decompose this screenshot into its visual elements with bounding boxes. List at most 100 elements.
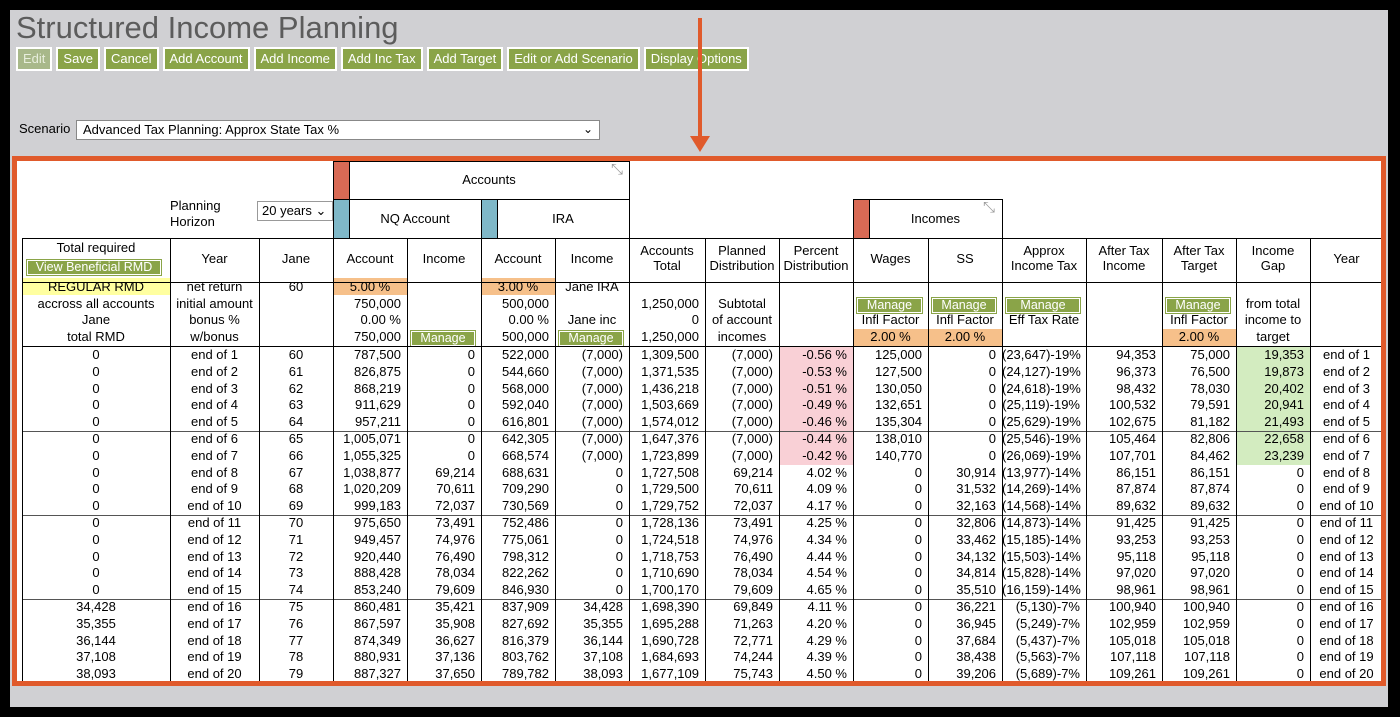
grid-line	[22, 238, 1381, 239]
table-cell: 87,874	[1116, 481, 1156, 497]
table-cell: end of 3	[1323, 380, 1370, 396]
table-cell: 0	[914, 666, 922, 682]
table-cell: (5,563)-7%	[1015, 649, 1080, 665]
table-cell: 860,481	[354, 599, 401, 614]
grid-line	[629, 161, 630, 238]
table-cell: 0	[1296, 615, 1304, 631]
param-cell: 1,250,000	[641, 329, 699, 344]
table-cell: 98,961	[1190, 582, 1230, 598]
edit-button[interactable]: Edit	[16, 47, 53, 71]
table-cell: 1,038,877	[343, 464, 401, 480]
add-target-button[interactable]: Add Target	[426, 47, 504, 71]
ss-inflation: 2.00 %	[944, 329, 986, 344]
grid-line	[1002, 238, 1003, 681]
table-cell: 82,806	[1190, 431, 1230, 446]
table-cell: end of 16	[187, 599, 242, 614]
table-cell: end of 13	[1319, 548, 1374, 564]
highlight-frame: Accounts ⤡ NQ Account IRA Incomes ⤡ Planning Ho…	[12, 156, 1386, 686]
table-cell: 70	[288, 515, 304, 530]
table-cell: 0	[988, 397, 996, 413]
param-cell: Infl Factor	[1170, 312, 1228, 327]
param-cell: Jane inc	[567, 312, 617, 327]
grid-line	[407, 238, 408, 681]
param-label: initial amount	[176, 296, 253, 311]
scenario-select[interactable]: Advanced Tax Planning: Approx State Tax …	[76, 120, 600, 140]
table-cell: 867,597	[354, 615, 401, 631]
table-cell: 75,743	[733, 666, 773, 682]
ira-income-manage-button[interactable]: Manage	[558, 330, 624, 347]
table-cell: (24,127)-19%	[1002, 363, 1081, 379]
grid-line	[629, 238, 630, 681]
table-cell: 20,941	[1264, 397, 1304, 413]
across-accounts-label: accross all accounts	[37, 296, 155, 311]
add-inc-tax-button[interactable]: Add Inc Tax	[340, 47, 423, 71]
column-header: Percent	[793, 243, 839, 258]
collapse-icon[interactable]: ⤡	[983, 199, 996, 216]
table-cell: 86,151	[1116, 464, 1156, 480]
table-cell: (7,000)	[581, 347, 623, 362]
table-cell: 1,055,325	[343, 447, 401, 463]
table-cell: end of 18	[1319, 632, 1374, 648]
table-cell: 105,464	[1109, 431, 1156, 446]
table-cell: 74,976	[435, 531, 475, 547]
table-cell: 100,940	[1183, 599, 1230, 614]
table-cell: 0	[914, 481, 922, 497]
table-cell: 22,658	[1264, 431, 1304, 446]
table-cell: 107,118	[1109, 649, 1156, 665]
table-cell: end of 15	[1319, 582, 1374, 598]
table-cell: 35,908	[435, 615, 475, 631]
param-cell: Infl Factor	[936, 312, 994, 327]
table-cell: 0	[1296, 515, 1304, 530]
table-cell: 79,591	[1190, 397, 1230, 413]
table-cell: (7,000)	[731, 347, 773, 362]
table-cell: 4.02 %	[806, 464, 847, 480]
table-cell: 0	[988, 414, 996, 430]
table-cell: 75,000	[1190, 347, 1230, 362]
table-cell: 4.25 %	[806, 515, 847, 530]
table-cell: 94,353	[1116, 347, 1156, 362]
wages-manage-button[interactable]: Manage	[856, 297, 923, 314]
table-cell: 0	[988, 431, 996, 446]
chevron-down-icon: ⌄	[582, 122, 593, 136]
table-cell: 4.34 %	[806, 531, 847, 547]
nq-income-manage-button[interactable]: Manage	[410, 330, 476, 347]
annotation-arrow	[698, 18, 702, 138]
table-cell: 71,263	[733, 615, 773, 631]
param-label: w/bonus	[190, 329, 239, 344]
collapse-icon[interactable]: ⤡	[611, 161, 624, 178]
table-cell: 0	[914, 548, 922, 564]
edit-or-add-scenario-button[interactable]: Edit or Add Scenario	[507, 47, 640, 71]
column-header: Income	[1102, 258, 1146, 273]
ss-manage-button[interactable]: Manage	[931, 297, 997, 314]
table-cell: (25,629)-19%	[1002, 414, 1081, 430]
view-beneficial-rmd-button[interactable]: View Beneficial RMD	[26, 259, 162, 276]
table-cell: 846,930	[502, 582, 549, 598]
table-cell: 4.50 %	[806, 666, 847, 682]
total-cell: 1,822,302	[1162, 685, 1230, 686]
display-options-button[interactable]: Display Options	[643, 47, 749, 71]
add-account-button[interactable]: Add Account	[162, 47, 250, 71]
percent-negative-highlight	[779, 447, 853, 465]
grid-line	[22, 238, 23, 681]
grid-line	[1236, 238, 1237, 681]
table-cell: 34,428	[583, 599, 623, 614]
table-cell: 0	[1296, 582, 1304, 598]
table-cell: -0.56 %	[802, 347, 847, 362]
table-cell: end of 1	[1323, 347, 1370, 362]
add-income-button[interactable]: Add Income	[253, 47, 337, 71]
planning-horizon-select[interactable]: 20 years ⌄	[257, 201, 333, 221]
tax-manage-button[interactable]: Manage	[1005, 297, 1081, 314]
table-cell: 76,490	[435, 548, 475, 564]
cancel-button[interactable]: Cancel	[104, 47, 159, 71]
table-cell: (25,119)-19%	[1002, 397, 1080, 413]
table-cell: 522,000	[502, 347, 549, 362]
table-cell: 822,262	[502, 565, 549, 581]
table-cell: 0	[92, 464, 100, 480]
total-cell: 453,828	[928, 685, 996, 686]
save-button[interactable]: Save	[56, 47, 101, 71]
table-cell: 1,710,690	[641, 565, 699, 581]
grid-line	[1383, 238, 1384, 685]
table-cell: 874,349	[354, 632, 401, 648]
target-manage-button[interactable]: Manage	[1165, 297, 1231, 314]
column-header: Accounts	[640, 243, 694, 258]
